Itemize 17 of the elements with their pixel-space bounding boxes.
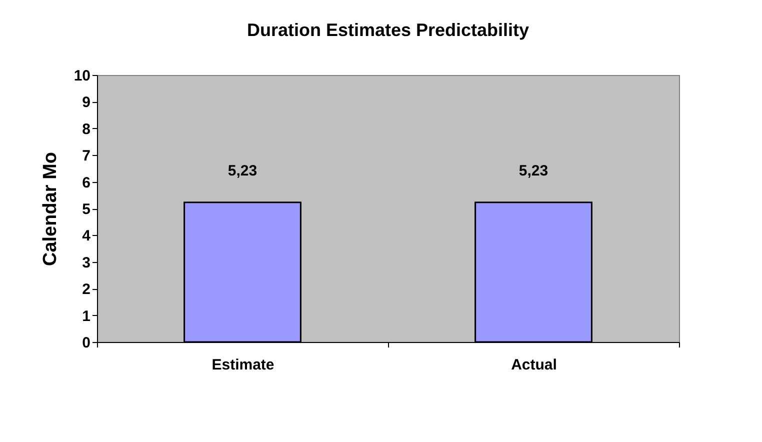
data-label: 5,23 xyxy=(518,162,548,180)
y-tick-label: 9 xyxy=(82,94,90,112)
y-tick-label: 4 xyxy=(82,228,92,245)
y-tick-label: 6 xyxy=(82,174,90,192)
x-tick-label: Estimate xyxy=(212,356,274,374)
chart-title: Duration Estimates Predictability xyxy=(246,20,530,40)
x-tick-label: Actual xyxy=(511,356,557,374)
y-tick-label: 1 xyxy=(82,308,90,325)
y-tick-label: 2 xyxy=(82,281,90,298)
y-axis-title: Calendar Mo xyxy=(40,152,61,266)
y-tick-label: 10 xyxy=(74,68,90,84)
y-tick-label: 0 xyxy=(82,334,90,352)
y-tick-label: 8 xyxy=(82,120,90,138)
y-tick-label: 3 xyxy=(82,254,90,272)
data-label: 5,23 xyxy=(228,162,258,180)
y-tick-label: 7 xyxy=(82,148,90,165)
y-tick-label: 5 xyxy=(82,201,90,218)
